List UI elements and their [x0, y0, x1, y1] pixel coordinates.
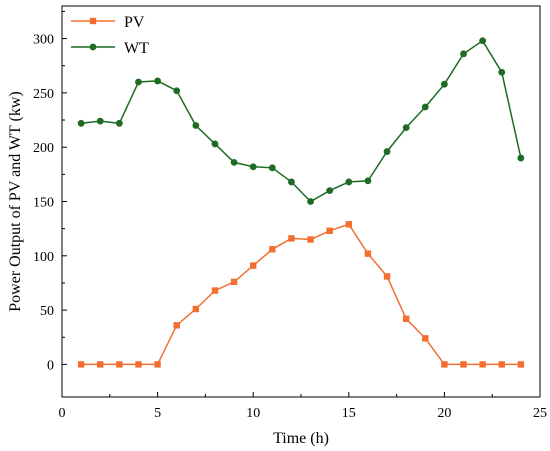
data-point-pv: [116, 361, 123, 368]
data-point-pv: [383, 273, 391, 280]
data-point-wt: [173, 87, 181, 95]
legend-item-wt: WT: [71, 40, 149, 57]
data-point-pv: [269, 246, 276, 253]
plot-frame: [61, 5, 541, 398]
legend: PV WT: [71, 14, 149, 57]
data-point-pv: [498, 361, 505, 368]
series-line-pv: [81, 223, 521, 366]
data-point-wt: [498, 68, 506, 76]
data-point-wt: [402, 124, 410, 132]
data-point-pv: [479, 361, 486, 368]
data-point-wt: [364, 177, 372, 185]
y-tick-label: 200: [33, 141, 54, 156]
data-point-wt: [135, 78, 142, 86]
x-tick-label: 10: [246, 406, 260, 421]
data-point-wt: [96, 117, 104, 125]
data-point-wt: [288, 178, 295, 186]
y-tick-label: 150: [33, 196, 54, 211]
data-point-wt: [307, 198, 314, 205]
data-point-wt: [479, 37, 487, 45]
data-point-wt: [517, 154, 525, 162]
data-point-pv: [250, 262, 257, 269]
x-tick-label: 25: [533, 406, 547, 421]
data-point-pv: [288, 235, 295, 242]
data-point-pv: [402, 315, 410, 322]
data-point-pv: [307, 236, 314, 243]
data-point-wt: [268, 164, 276, 172]
data-point-pv: [326, 227, 333, 235]
data-point-wt: [345, 178, 353, 186]
data-point-pv: [211, 287, 219, 294]
data-point-pv: [345, 221, 352, 228]
x-axis-title: Time (h): [273, 430, 329, 447]
data-point-wt: [383, 148, 391, 155]
legend-label: PV: [124, 14, 145, 31]
data-point-wt: [249, 163, 257, 171]
x-tick-label: 15: [342, 406, 356, 421]
data-point-wt: [115, 119, 123, 127]
data-point-pv: [154, 361, 161, 368]
data-point-pv: [460, 361, 467, 368]
data-point-pv: [422, 335, 429, 342]
x-tick-label: 20: [437, 406, 451, 421]
data-point-pv: [517, 361, 525, 368]
data-point-pv: [77, 361, 85, 368]
y-tick-label: 0: [47, 358, 54, 373]
legend-marker: [89, 17, 97, 25]
legend-marker: [89, 43, 97, 51]
series-layer: [77, 37, 525, 368]
y-tick-label: 100: [33, 250, 54, 265]
data-point-wt: [77, 119, 85, 127]
data-point-wt: [326, 187, 334, 195]
y-tick-label: 300: [33, 33, 54, 48]
y-tick-label: 50: [40, 304, 54, 319]
data-point-pv: [441, 361, 448, 368]
data-point-pv: [192, 305, 200, 313]
x-tick-label: 0: [59, 406, 66, 421]
data-point-wt: [421, 103, 429, 111]
series-pv: [77, 221, 525, 368]
series-wt: [77, 37, 525, 205]
x-tick-label: 5: [154, 406, 161, 421]
data-point-wt: [230, 159, 238, 166]
data-point-pv: [97, 361, 104, 368]
data-point-pv: [364, 250, 372, 257]
data-point-pv: [230, 278, 238, 286]
series-line-wt: [81, 39, 522, 203]
data-point-wt: [154, 77, 162, 85]
y-tick-label: 250: [33, 87, 54, 102]
y-axis-title: Power Output of PV and WT (kw): [7, 91, 24, 311]
data-point-wt: [211, 140, 219, 148]
data-point-wt: [460, 50, 467, 58]
data-point-wt: [192, 122, 200, 129]
legend-label: WT: [124, 40, 149, 57]
data-point-wt: [441, 80, 448, 88]
legend-item-pv: PV: [71, 14, 145, 31]
data-point-pv: [135, 361, 142, 368]
data-point-pv: [173, 322, 180, 329]
